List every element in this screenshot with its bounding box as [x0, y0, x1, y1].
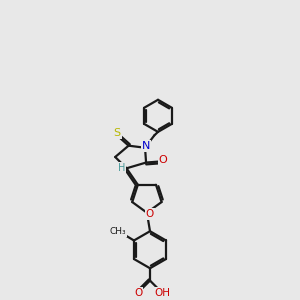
Text: OH: OH [154, 287, 170, 298]
Text: CH₃: CH₃ [109, 227, 126, 236]
Text: S: S [114, 128, 121, 138]
Text: O: O [159, 155, 167, 166]
Text: O: O [134, 287, 142, 298]
Text: O: O [146, 209, 154, 219]
Text: H: H [118, 163, 125, 173]
Text: N: N [142, 141, 150, 151]
